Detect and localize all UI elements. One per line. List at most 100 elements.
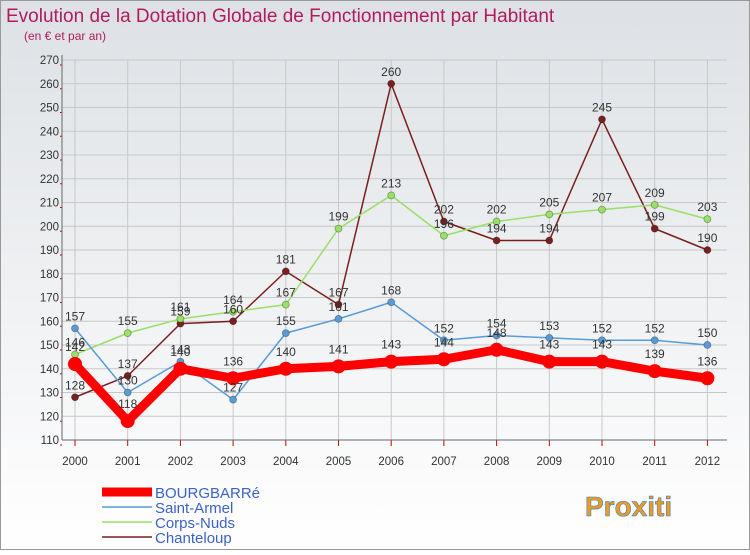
data-label: 136 <box>697 354 717 368</box>
y-tick-label: 160 <box>40 316 59 328</box>
data-point <box>123 388 132 397</box>
x-tick-label: 2003 <box>220 456 246 468</box>
data-label: 143 <box>170 343 190 357</box>
data-point <box>703 215 712 224</box>
data-label: 202 <box>434 203 454 217</box>
data-point <box>595 354 609 369</box>
data-label: 159 <box>170 305 190 319</box>
y-tick-label: 190 <box>40 245 59 257</box>
data-point <box>68 357 82 371</box>
data-point <box>281 329 290 338</box>
legend-label: Chanteloup <box>155 530 232 547</box>
data-point <box>387 298 396 307</box>
data-label: 143 <box>539 338 559 352</box>
y-tick-label: 240 <box>40 126 59 138</box>
data-label: 143 <box>592 338 612 352</box>
data-point <box>647 364 662 379</box>
data-label: 164 <box>223 293 243 307</box>
y-tick-label: 180 <box>40 269 59 281</box>
data-label: 245 <box>592 100 612 114</box>
y-tick-label: 140 <box>40 364 59 376</box>
data-label: 157 <box>65 309 85 323</box>
data-point <box>489 342 504 357</box>
data-label: 161 <box>170 300 190 314</box>
data-point <box>598 336 606 345</box>
data-label: 207 <box>592 191 612 205</box>
data-label: 205 <box>539 195 559 209</box>
x-tick-label: 2010 <box>589 456 615 468</box>
data-point <box>334 314 343 323</box>
data-point <box>598 115 606 124</box>
data-label: 181 <box>276 252 296 266</box>
y-tick-label: 120 <box>40 411 59 423</box>
data-point <box>226 371 241 386</box>
data-point <box>650 200 659 209</box>
data-label: 168 <box>381 283 401 297</box>
data-label: 127 <box>223 381 243 395</box>
x-tick-label: 2001 <box>115 456 141 468</box>
data-label: 137 <box>118 357 138 371</box>
data-label: 154 <box>487 317 507 331</box>
data-point <box>650 224 659 233</box>
data-label: 118 <box>118 397 137 411</box>
data-label: 194 <box>539 222 559 236</box>
data-label: 199 <box>328 210 348 224</box>
data-point <box>436 352 451 367</box>
data-point <box>281 300 290 309</box>
y-tick-label: 150 <box>40 340 59 352</box>
data-label: 130 <box>118 374 138 388</box>
data-label: 143 <box>381 338 401 352</box>
data-label: 155 <box>276 314 296 328</box>
data-label: 142 <box>65 340 85 354</box>
x-tick-label: 2012 <box>695 456 721 468</box>
series-saint-armel <box>71 298 712 404</box>
y-tick-label: 200 <box>40 221 59 233</box>
data-point <box>492 236 501 245</box>
legend-label: BOURGBARRé <box>155 485 260 502</box>
data-label: 155 <box>118 314 138 328</box>
data-label: 152 <box>434 321 454 335</box>
data-label: 213 <box>381 176 401 190</box>
data-point <box>71 393 79 402</box>
data-point <box>439 231 448 240</box>
x-tick-label: 2008 <box>484 456 510 468</box>
y-tick-label: 130 <box>40 388 59 400</box>
legend-label: Corps-Nuds <box>155 515 235 532</box>
data-point <box>123 371 132 380</box>
data-label: 153 <box>539 319 559 333</box>
y-tick-label: 270 <box>40 55 59 67</box>
data-point <box>334 224 343 233</box>
data-point <box>598 205 606 214</box>
data-label: 167 <box>276 286 296 300</box>
data-label: 199 <box>645 210 665 224</box>
data-point <box>123 329 132 338</box>
chart-subtitle: (en € et par an) <box>24 29 106 43</box>
x-tick-label: 2004 <box>273 456 299 468</box>
data-label: 148 <box>487 326 507 340</box>
chart-title: Evolution de la Dotation Globale de Fonc… <box>6 6 555 27</box>
data-point <box>439 217 448 226</box>
data-label: 194 <box>487 222 507 236</box>
series-chanteloup <box>71 79 712 402</box>
data-label: 202 <box>487 203 507 217</box>
data-label: 260 <box>381 65 401 79</box>
data-label: 140 <box>170 345 190 359</box>
series-corps-nuds <box>71 191 712 359</box>
y-tick-label: 210 <box>40 198 59 210</box>
data-point <box>334 300 343 309</box>
data-point <box>384 354 399 369</box>
data-point <box>229 307 238 316</box>
x-tick-label: 2006 <box>378 456 404 468</box>
logo-text: Proxiti <box>585 491 672 522</box>
x-tick-label: 2002 <box>168 456 194 468</box>
data-label: 152 <box>645 321 665 335</box>
y-tick-label: 250 <box>40 103 59 115</box>
data-label: 144 <box>434 335 454 349</box>
data-point <box>278 361 293 376</box>
data-label: 209 <box>645 186 665 200</box>
x-tick-label: 2011 <box>642 456 667 468</box>
data-label: 160 <box>223 302 243 316</box>
data-point <box>492 331 501 340</box>
